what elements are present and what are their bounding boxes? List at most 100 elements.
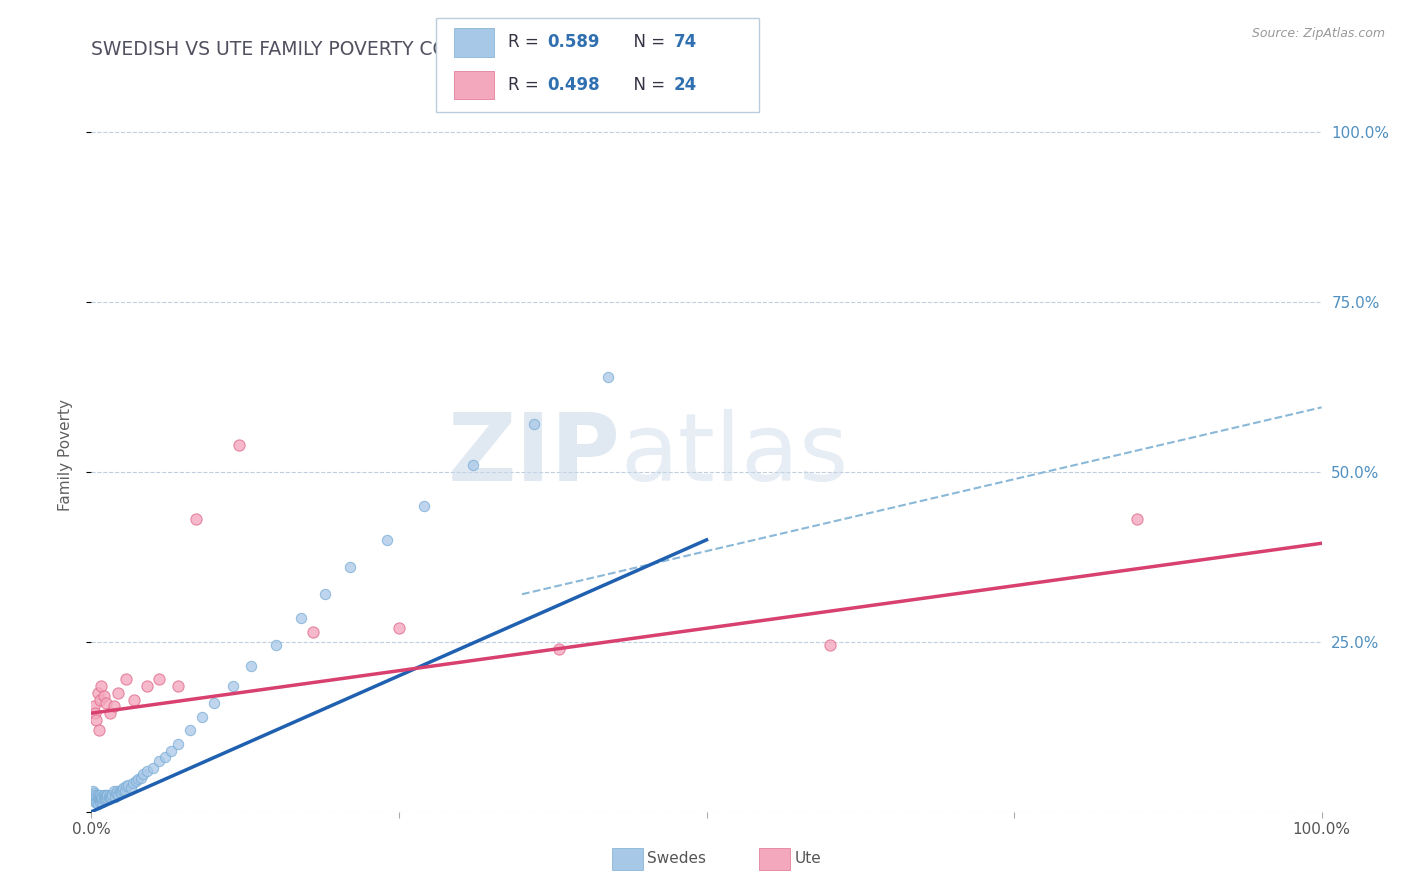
Point [142, 760, 165, 774]
Point [132, 767, 155, 781]
Text: SWEDISH VS UTE FAMILY POVERTY CORRELATION CHART: SWEDISH VS UTE FAMILY POVERTY CORRELATIO… [91, 40, 623, 59]
Point [1126, 512, 1149, 526]
Point [191, 709, 214, 723]
Point [240, 658, 263, 673]
Point [184, 512, 207, 526]
Point [86, 795, 108, 809]
Point [86, 791, 108, 805]
Point [90, 789, 112, 804]
Point [290, 611, 312, 625]
Point [82, 788, 104, 802]
Point [314, 587, 336, 601]
Point [91, 795, 114, 809]
Point [89, 791, 111, 805]
Point [120, 780, 142, 795]
Point [83, 792, 105, 806]
Point [96, 788, 118, 802]
Point [84, 791, 107, 805]
Point [228, 438, 250, 452]
Point [86, 713, 108, 727]
Point [84, 795, 107, 809]
Text: Swedes: Swedes [647, 852, 706, 866]
Point [264, 638, 287, 652]
Point [90, 679, 112, 693]
Point [596, 369, 619, 384]
Point [89, 788, 111, 802]
Point [523, 417, 546, 432]
Point [96, 792, 117, 806]
Text: R =: R = [508, 34, 544, 52]
Text: 0.589: 0.589 [547, 34, 599, 52]
Point [100, 789, 122, 804]
Point [98, 791, 121, 805]
Point [97, 789, 120, 804]
Point [135, 764, 157, 778]
Point [112, 780, 135, 795]
Text: atlas: atlas [620, 409, 849, 501]
Point [86, 789, 108, 804]
Point [461, 458, 484, 472]
Point [90, 792, 112, 806]
Point [202, 696, 225, 710]
Point [818, 638, 841, 652]
Point [82, 784, 104, 798]
Text: Ute: Ute [794, 852, 821, 866]
Text: N =: N = [623, 34, 671, 52]
Point [86, 788, 108, 802]
Point [117, 778, 139, 792]
Point [94, 791, 117, 805]
Point [84, 706, 107, 721]
Point [86, 686, 108, 700]
Point [166, 679, 188, 693]
Y-axis label: Family Poverty: Family Poverty [58, 399, 73, 511]
Point [110, 786, 132, 800]
Point [148, 672, 170, 686]
Point [83, 786, 105, 800]
Point [96, 788, 117, 802]
Point [108, 784, 131, 798]
Point [98, 788, 121, 802]
Point [89, 795, 111, 809]
Text: Source: ZipAtlas.com: Source: ZipAtlas.com [1251, 27, 1385, 40]
Point [103, 784, 125, 798]
Point [105, 784, 128, 798]
Point [96, 696, 117, 710]
Point [339, 560, 361, 574]
Text: 24: 24 [673, 76, 697, 94]
Point [89, 692, 111, 706]
Point [87, 723, 110, 738]
Point [301, 624, 323, 639]
Point [388, 621, 411, 635]
Point [83, 789, 105, 804]
Point [84, 788, 107, 802]
Point [107, 788, 129, 802]
Point [547, 641, 569, 656]
Point [101, 788, 124, 802]
Point [124, 692, 146, 706]
Point [153, 750, 177, 764]
Point [114, 672, 138, 686]
Point [129, 771, 152, 785]
Point [86, 792, 108, 806]
Point [91, 791, 114, 805]
Text: N =: N = [623, 76, 671, 94]
Point [122, 776, 145, 790]
Point [87, 792, 110, 806]
Point [160, 743, 183, 757]
Point [96, 791, 118, 805]
Point [148, 754, 170, 768]
Point [135, 679, 157, 693]
Point [105, 786, 127, 800]
Point [93, 788, 115, 802]
Point [93, 689, 115, 703]
Point [166, 737, 188, 751]
Point [103, 699, 125, 714]
Point [111, 783, 134, 797]
Point [87, 789, 110, 804]
Point [179, 723, 201, 738]
Text: R =: R = [508, 76, 544, 94]
Text: 74: 74 [673, 34, 697, 52]
Point [114, 779, 138, 793]
Point [412, 499, 434, 513]
Point [124, 774, 146, 789]
